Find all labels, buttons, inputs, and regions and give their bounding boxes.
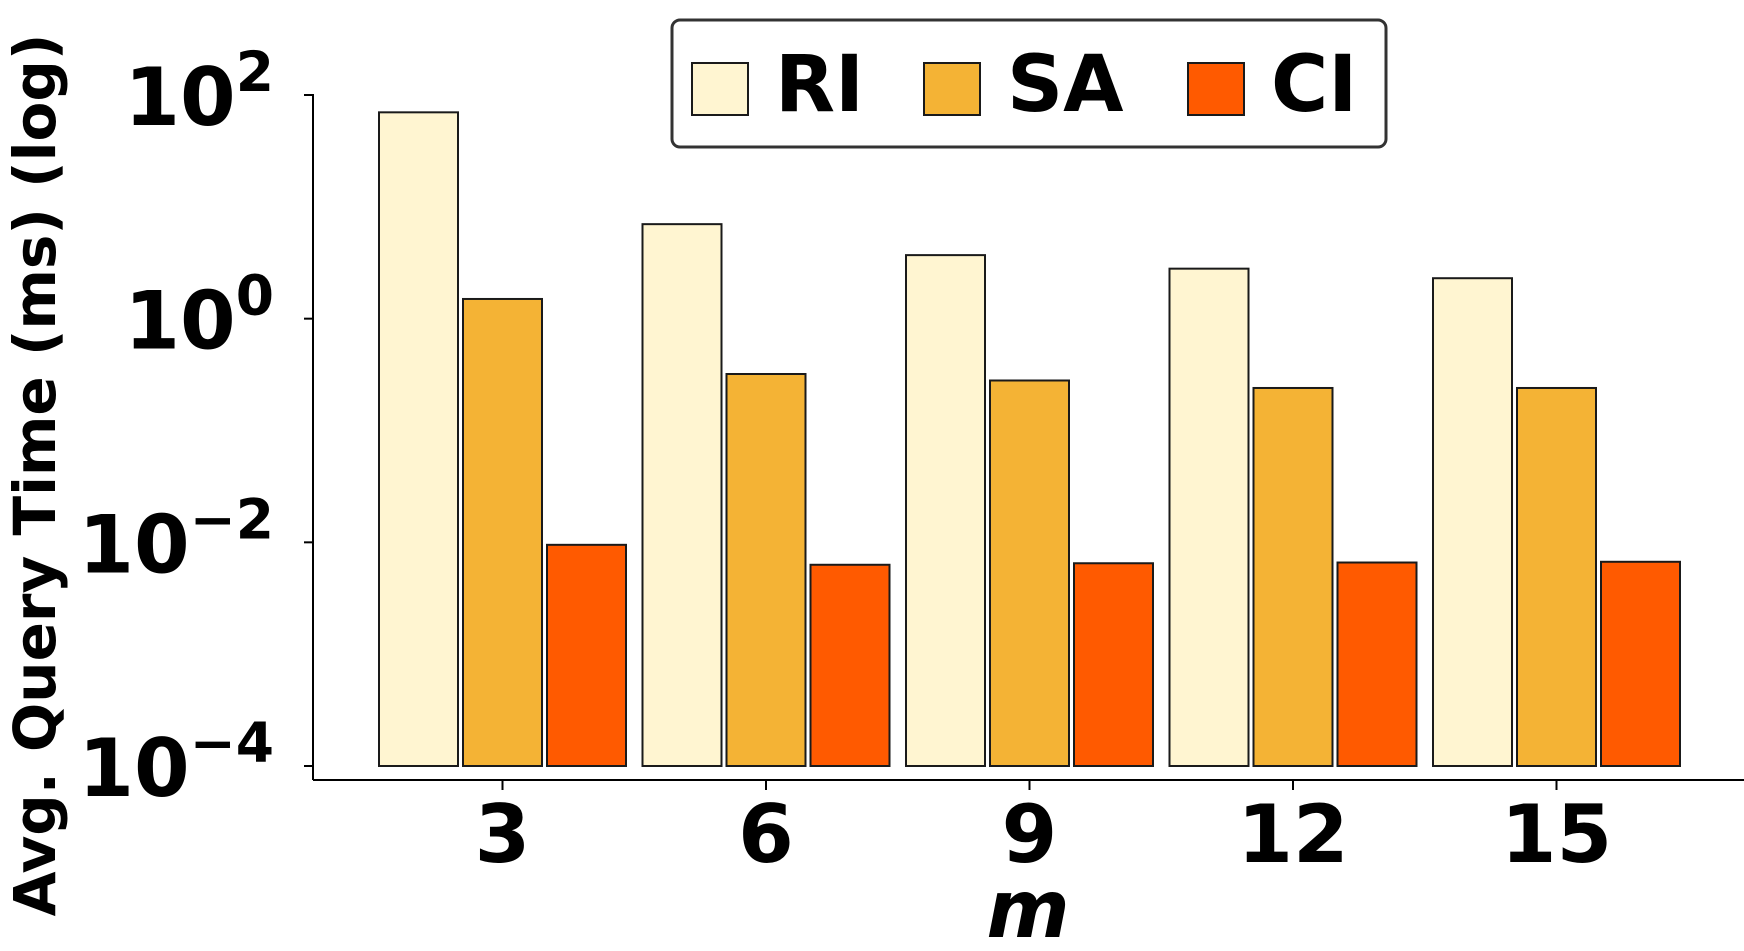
bar-ci-15 xyxy=(1600,560,1681,768)
bar-ri-12 xyxy=(1168,267,1250,767)
legend-swatch-sa xyxy=(923,62,981,116)
bar-ri-3 xyxy=(378,111,459,768)
bar-sa-6 xyxy=(725,373,807,767)
bar-sa-3 xyxy=(462,297,543,767)
axes-layer xyxy=(304,94,1744,790)
legend-swatch-ci xyxy=(1187,62,1245,116)
bar-ci-6 xyxy=(809,563,891,767)
legend-label-sa: SA xyxy=(1007,40,1124,130)
legend: RI SA CI xyxy=(670,18,1388,149)
bar-ri-6 xyxy=(641,223,723,767)
x-tick-label: 12 xyxy=(1237,788,1348,881)
bar-sa-12 xyxy=(1252,386,1334,767)
bar-ci-3 xyxy=(546,543,627,768)
y-tick-label: 100 xyxy=(124,264,274,368)
bar-ci-12 xyxy=(1336,561,1418,767)
y-tick-label: 102 xyxy=(124,40,274,144)
x-tick-label: 15 xyxy=(1501,788,1612,881)
legend-label-ri: RI xyxy=(775,40,864,130)
bar-sa-9 xyxy=(989,379,1070,767)
bars-layer xyxy=(378,111,1681,768)
bar-ri-9 xyxy=(905,254,986,767)
bar-ri-15 xyxy=(1432,277,1513,767)
y-axis-title: Avg. Query Time (ms) (log) xyxy=(1,34,69,917)
labels-layer: m Avg. Query Time (ms) (log) 102 100 10−2 1… xyxy=(1,34,1612,951)
x-tick-label: 3 xyxy=(475,788,531,881)
bar-ci-9 xyxy=(1073,562,1154,767)
legend-label-ci: CI xyxy=(1271,40,1357,130)
legend-swatch-ri xyxy=(691,62,749,116)
x-tick-label: 6 xyxy=(738,788,794,881)
x-axis-title: m xyxy=(986,863,1069,951)
y-tick-label: 10−2 xyxy=(78,487,274,591)
y-tick-label: 10−4 xyxy=(78,711,274,815)
bar-sa-15 xyxy=(1516,386,1597,767)
x-tick-label: 9 xyxy=(1002,788,1058,881)
